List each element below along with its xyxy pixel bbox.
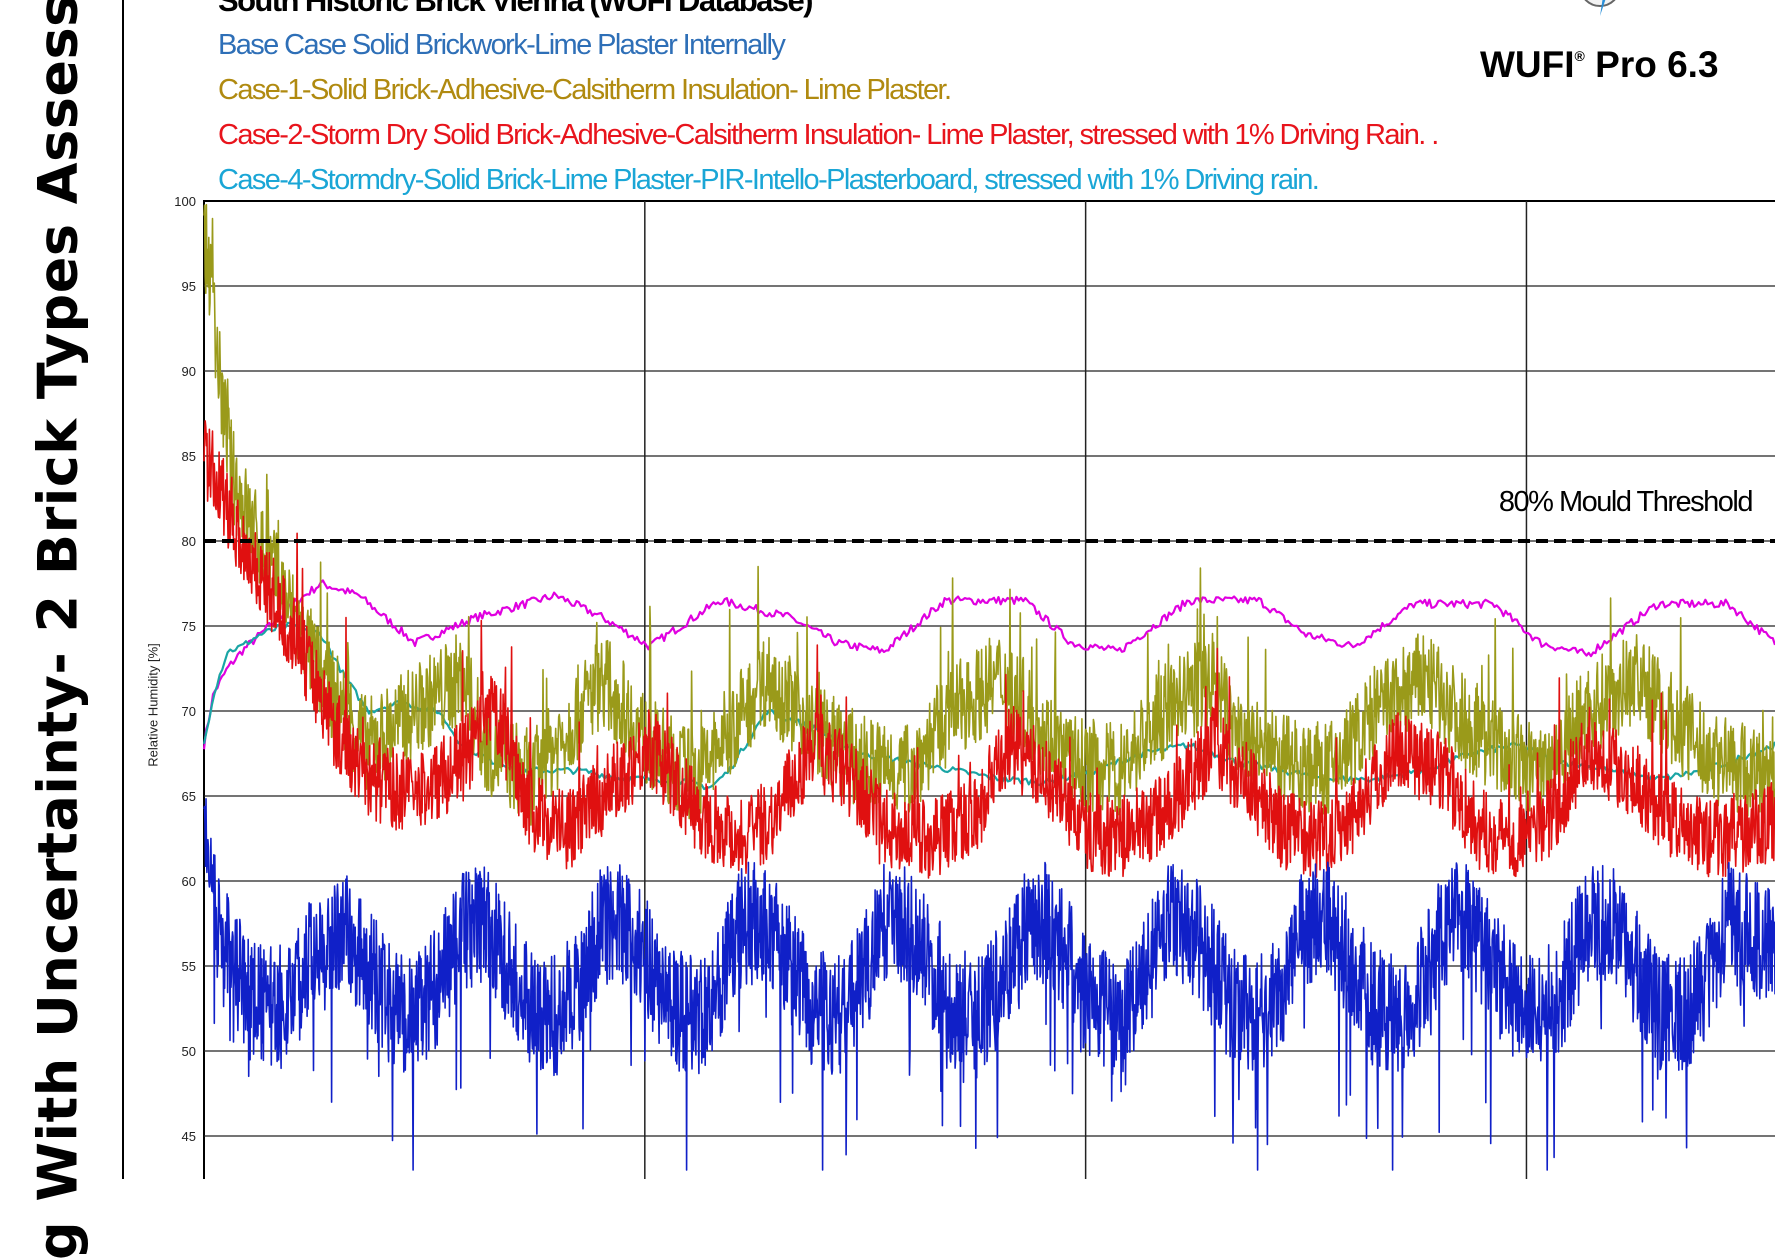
brand-registered-mark: ® (1574, 48, 1585, 64)
legend-base-case: Base Case Solid Brickwork-Lime Plaster I… (218, 29, 786, 61)
y-tick-label: 90 (182, 364, 196, 379)
threshold-label: 80% Mould Threshold (1499, 486, 1752, 518)
y-tick-label: 60 (182, 874, 196, 889)
legend-case-4: Case-4-Stormdry-Solid Brick-Lime Plaster… (218, 164, 1320, 196)
plot-frame (203, 200, 1775, 1179)
y-tick-label: 85 (182, 449, 196, 464)
legend: South Historic Brick Vienna (WUFI Databa… (218, 0, 1439, 203)
series-line-magenta (202, 579, 1775, 750)
y-tick-label: 70 (182, 704, 196, 719)
vertical-divider (122, 0, 124, 1179)
y-tick-label: 100 (174, 194, 196, 209)
y-tick-label: 80 (182, 534, 196, 549)
wufi-logo-icon (1584, 0, 1616, 16)
y-tick-label: 95 (182, 279, 196, 294)
y-tick-label: 55 (182, 959, 196, 974)
y-tick-label: 45 (182, 1129, 196, 1144)
humidity-chart: 100 95 90 85 80 75 70 65 60 55 50 45 80% Mould Thres… (174, 194, 1775, 1179)
series-line-red (203, 420, 1775, 879)
y-tick-label: 50 (182, 1044, 196, 1059)
legend-case-2: Case-2-Storm Dry Solid Brick-Adhesive-Ca… (218, 119, 1439, 151)
brand-version: Pro 6.3 (1595, 44, 1719, 85)
legend-case-1: Case-1-Solid Brick-Adhesive-Calsitherm I… (218, 74, 952, 106)
series-line-blue (203, 798, 1775, 1171)
y-tick-label: 65 (182, 789, 196, 804)
chart-heading: South Historic Brick Vienna (WUFI Databa… (218, 0, 813, 18)
brand-name: WUFI (1480, 44, 1575, 85)
wufi-brand: WUFI® Pro 6.3 (1480, 44, 1719, 86)
y-tick-label: 75 (182, 619, 196, 634)
series-line-olive (203, 203, 1775, 833)
